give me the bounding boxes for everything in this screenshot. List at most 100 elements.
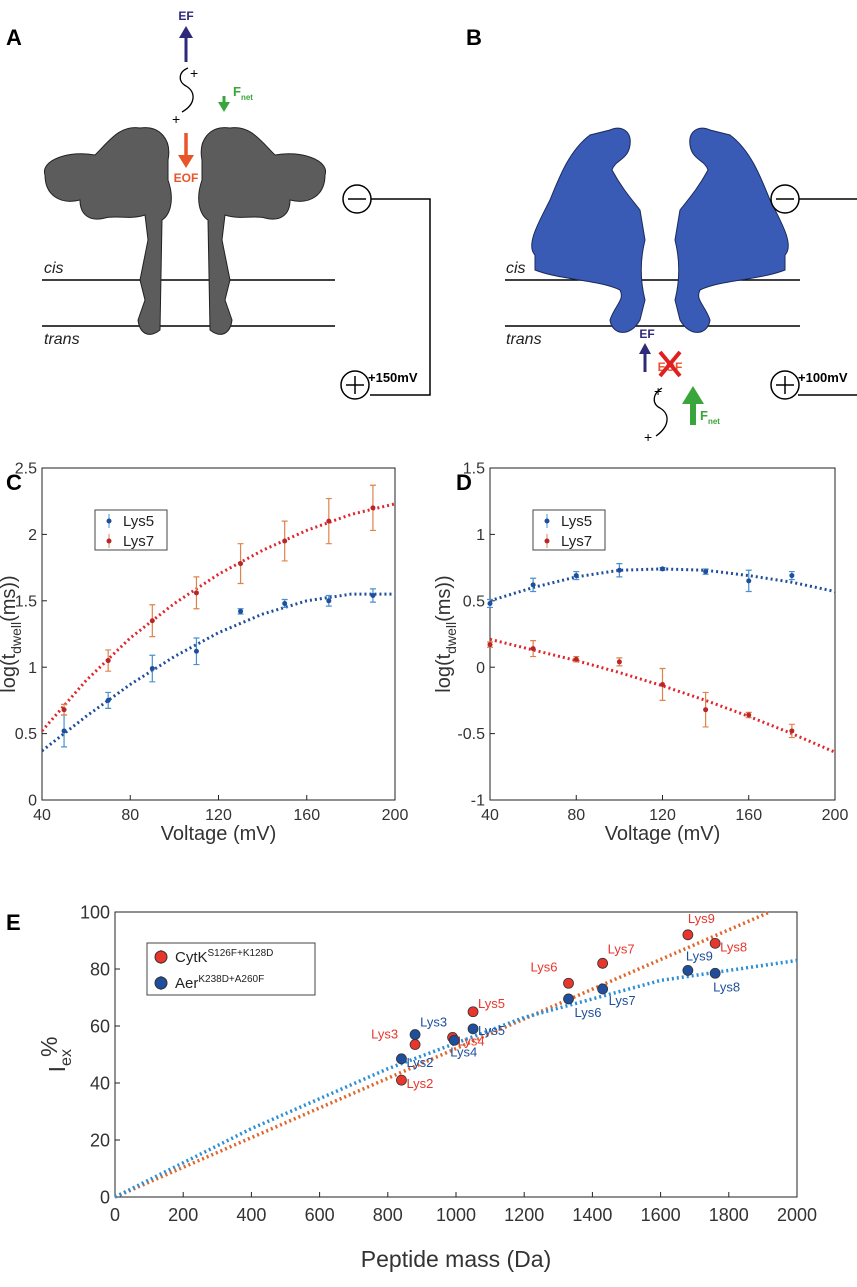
fnet-sub: net	[708, 417, 720, 426]
point	[326, 518, 332, 524]
y-label-sub: ex	[57, 1049, 75, 1066]
charge: +	[190, 65, 198, 81]
point-label: Lys6	[531, 959, 558, 974]
point	[597, 957, 609, 969]
y-axis-label: Iex%	[36, 1037, 75, 1073]
point	[149, 666, 155, 672]
point-label: Lys2	[406, 1055, 433, 1070]
x-tick-label: 120	[649, 807, 676, 824]
point	[105, 658, 111, 664]
point	[396, 1074, 407, 1086]
point	[487, 642, 493, 648]
legend-name: Lys7	[123, 533, 154, 550]
cis-label: cis	[506, 260, 526, 277]
fit-line	[489, 637, 836, 754]
fit-line	[114, 910, 771, 1199]
point-label: Lys4	[458, 1033, 485, 1048]
point	[573, 656, 579, 662]
point	[789, 728, 795, 734]
x-tick-label: 80	[567, 807, 585, 824]
peptide	[653, 387, 668, 437]
y-label-sup: %	[36, 1037, 62, 1057]
x-tick-label: 1000	[436, 1205, 476, 1225]
y-tick-label: 2	[28, 527, 37, 544]
point	[409, 1029, 421, 1040]
legend-label: Lys7	[561, 533, 592, 550]
point-label: Lys9	[686, 948, 713, 963]
point-label: Lys7	[608, 941, 635, 956]
trans-label: trans	[44, 331, 80, 348]
x-tick-label: 120	[205, 807, 232, 824]
legend-name: Aer	[175, 975, 198, 992]
point	[448, 1034, 460, 1046]
point	[396, 1053, 407, 1065]
legend-marker	[154, 976, 168, 990]
legend-marker	[106, 538, 112, 544]
fnet-sub: net	[241, 93, 253, 102]
panel-label: E	[6, 910, 21, 935]
point	[563, 993, 574, 1005]
legend-name: Lys7	[561, 533, 592, 550]
point-label: Lys2	[406, 1076, 433, 1091]
point	[370, 505, 376, 511]
point	[616, 659, 622, 665]
legend-name: Lys5	[123, 513, 154, 530]
point	[563, 977, 574, 989]
point	[746, 578, 752, 584]
legend-label: Lys5	[123, 513, 154, 530]
fnet-arrow	[682, 386, 704, 404]
eof-label: EOF	[174, 171, 199, 185]
point	[530, 582, 536, 588]
charge: +	[172, 111, 180, 127]
y-tick-label: 40	[90, 1073, 110, 1093]
y-tick-label: -0.5	[457, 726, 485, 743]
peptide	[179, 67, 194, 113]
x-axis-label: Voltage (mV)	[605, 823, 721, 845]
x-axis-label: Voltage (mV)	[161, 823, 277, 845]
point	[61, 707, 67, 713]
legend-name: Lys5	[561, 513, 592, 530]
panel-label: C	[6, 470, 22, 495]
point	[193, 648, 199, 654]
point	[370, 592, 376, 598]
point	[238, 608, 244, 614]
y-tick-label: 0.5	[463, 593, 485, 610]
legend-label: Lys7	[123, 533, 154, 550]
legend-marker	[154, 950, 168, 964]
legend-marker	[106, 518, 112, 524]
cis-label: cis	[44, 260, 64, 277]
panel-label: D	[456, 470, 472, 495]
point	[282, 538, 288, 544]
chart: 40 80 120 160 200 -1 -0.5 0 0.5 1 1.5 Voltage (mV) l…	[433, 461, 848, 845]
point-label: Lys3	[420, 1015, 447, 1030]
y-tick-label: 20	[90, 1130, 110, 1150]
legend-label: Lys5	[561, 513, 592, 530]
y-axis-label: log(tdwell(ms))	[0, 575, 24, 692]
fit-line	[114, 958, 798, 1199]
eof-arrow	[178, 155, 194, 168]
x-tick-label: 1600	[641, 1205, 681, 1225]
chart: 0 200 400 600 800 1000 1200 1400 1600 1800 2000 0 20…	[36, 902, 817, 1272]
ef-label: EF	[639, 327, 654, 341]
charge: +	[654, 383, 662, 399]
y-tick-label: 1	[476, 527, 485, 544]
point	[238, 561, 244, 567]
legend-box	[532, 509, 606, 551]
point	[597, 983, 609, 995]
point-label: Lys5	[478, 1023, 505, 1038]
fnet-main: F	[233, 84, 241, 99]
point	[409, 1039, 421, 1050]
point	[703, 707, 709, 713]
point	[746, 712, 752, 718]
y-tick-label: 80	[90, 959, 110, 979]
point	[703, 569, 709, 575]
panel-label: A	[6, 25, 22, 50]
y-tick-label: 0.5	[15, 726, 37, 743]
point	[573, 573, 579, 579]
fit-line	[489, 567, 836, 603]
y-axis-label: log(tdwell(ms))	[433, 575, 459, 692]
y-label-tail: (ms))	[433, 575, 455, 622]
x-tick-label: 160	[293, 807, 320, 824]
y-label-main: log(t	[433, 653, 455, 692]
